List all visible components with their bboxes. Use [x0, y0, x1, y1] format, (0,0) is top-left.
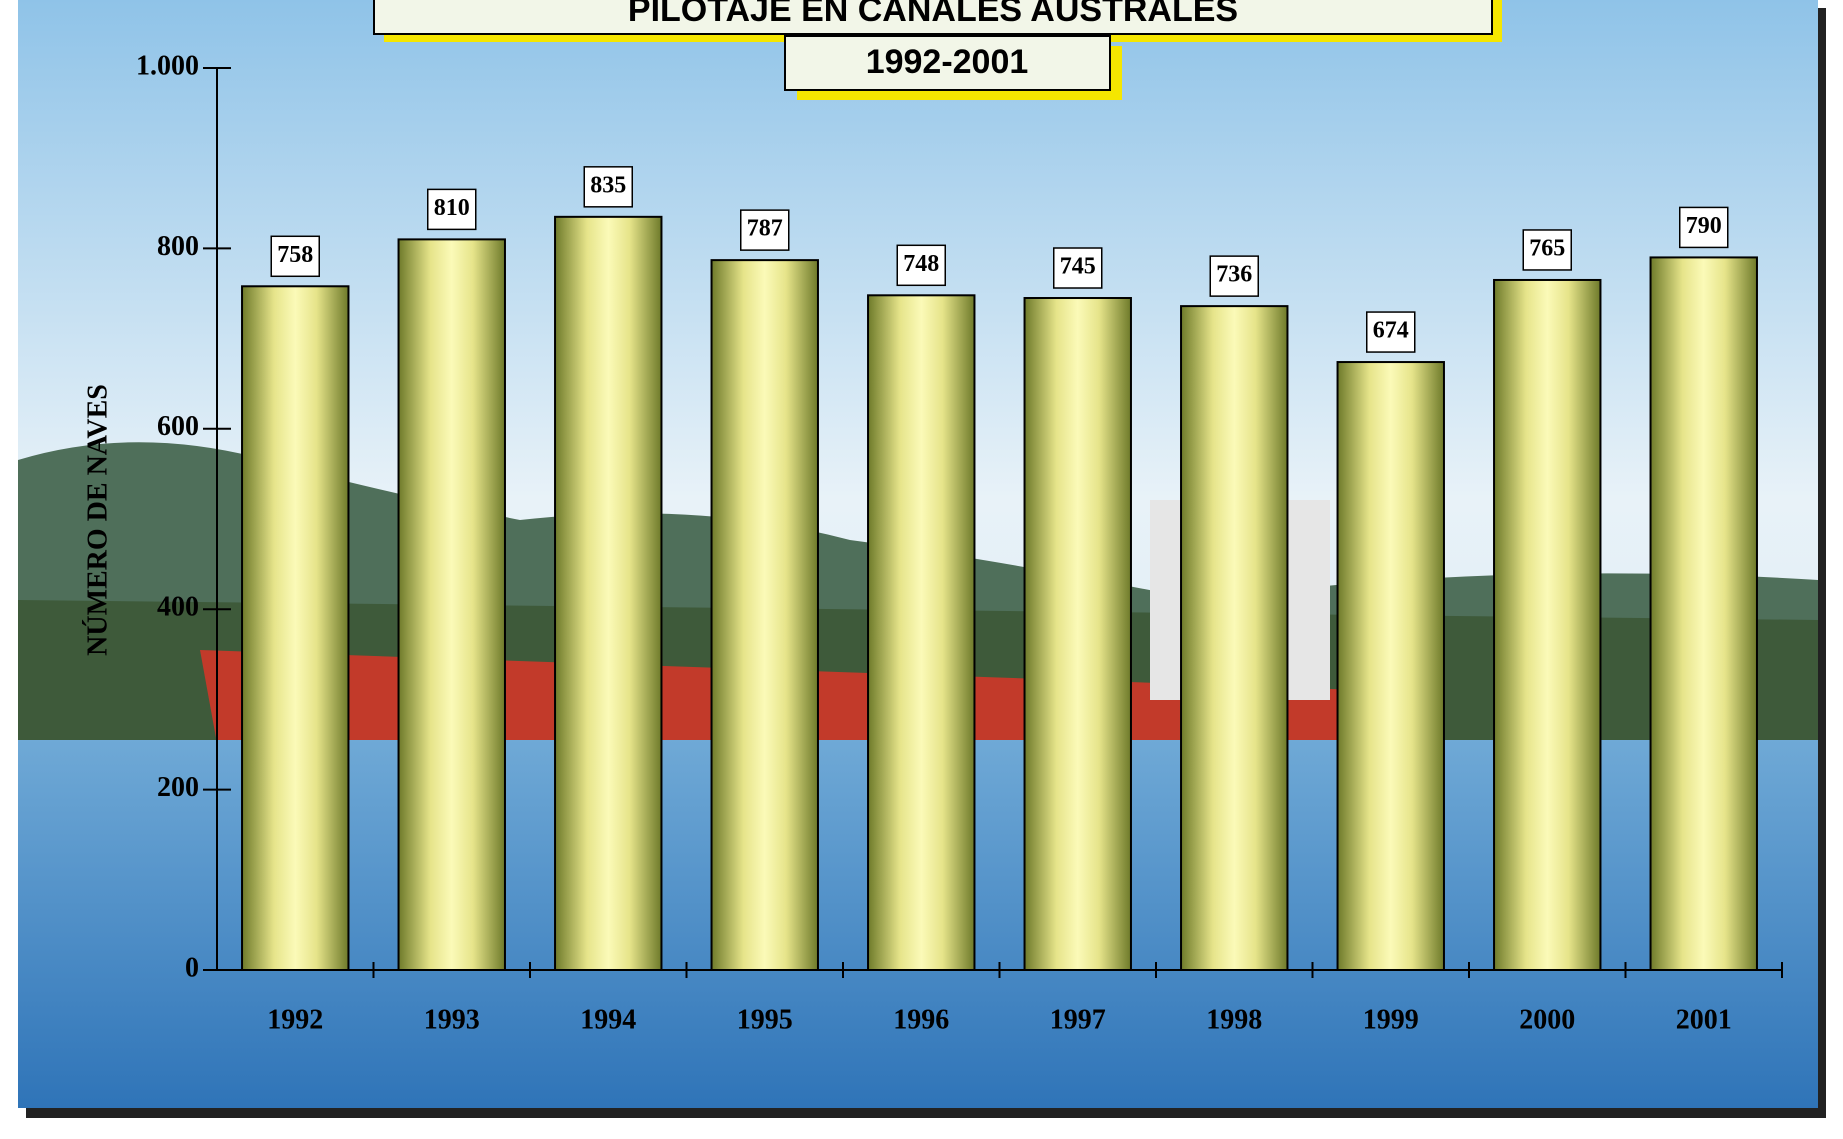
- x-tick-label: 1995: [737, 1004, 793, 1035]
- y-tick-label: 400: [157, 592, 199, 623]
- y-tick-label: 0: [185, 952, 199, 983]
- x-tick-label: 1994: [580, 1004, 636, 1035]
- value-label: 674: [1373, 318, 1409, 344]
- value-label: 787: [747, 216, 783, 242]
- y-axis-label: NÚMERO DE NAVES: [82, 384, 113, 656]
- chart-subtitle: 1992-2001: [866, 43, 1029, 81]
- x-tick-label: 2000: [1519, 1004, 1575, 1035]
- value-label: 758: [277, 242, 313, 268]
- x-tick-label: 1992: [267, 1004, 323, 1035]
- y-tick-label: 1.000: [136, 50, 199, 81]
- bar: [399, 239, 505, 970]
- value-label: 835: [590, 172, 626, 198]
- bar: [242, 286, 348, 970]
- bar: [1651, 257, 1757, 970]
- value-label: 736: [1216, 262, 1252, 288]
- value-label: 790: [1686, 213, 1722, 239]
- bar: [555, 217, 661, 970]
- bar: [1494, 280, 1600, 970]
- bar: [1338, 362, 1444, 970]
- page: PILOTAJE EN CANALES AUSTRALES 1992-2001 …: [0, 0, 1843, 1139]
- x-tick-label: 1998: [1206, 1004, 1262, 1035]
- value-label: 748: [903, 251, 939, 277]
- x-tick-label: 2001: [1676, 1004, 1732, 1035]
- bar: [712, 260, 818, 970]
- bar: [1181, 306, 1287, 970]
- bar: [868, 295, 974, 970]
- value-label: 810: [434, 195, 470, 221]
- y-tick-label: 800: [157, 231, 199, 262]
- bar: [1025, 298, 1131, 970]
- value-label: 765: [1529, 235, 1565, 261]
- x-tick-label: 1996: [893, 1004, 949, 1035]
- chart: PILOTAJE EN CANALES AUSTRALES 1992-2001 …: [0, 0, 1843, 1139]
- subtitle-box: 1992-2001: [785, 36, 1122, 100]
- chart-title: PILOTAJE EN CANALES AUSTRALES: [628, 0, 1238, 29]
- x-tick-label: 1999: [1363, 1004, 1419, 1035]
- value-label: 745: [1060, 254, 1096, 280]
- y-tick-label: 200: [157, 772, 199, 803]
- x-tick-label: 1993: [424, 1004, 480, 1035]
- y-tick-label: 600: [157, 411, 199, 442]
- x-tick-label: 1997: [1050, 1004, 1106, 1035]
